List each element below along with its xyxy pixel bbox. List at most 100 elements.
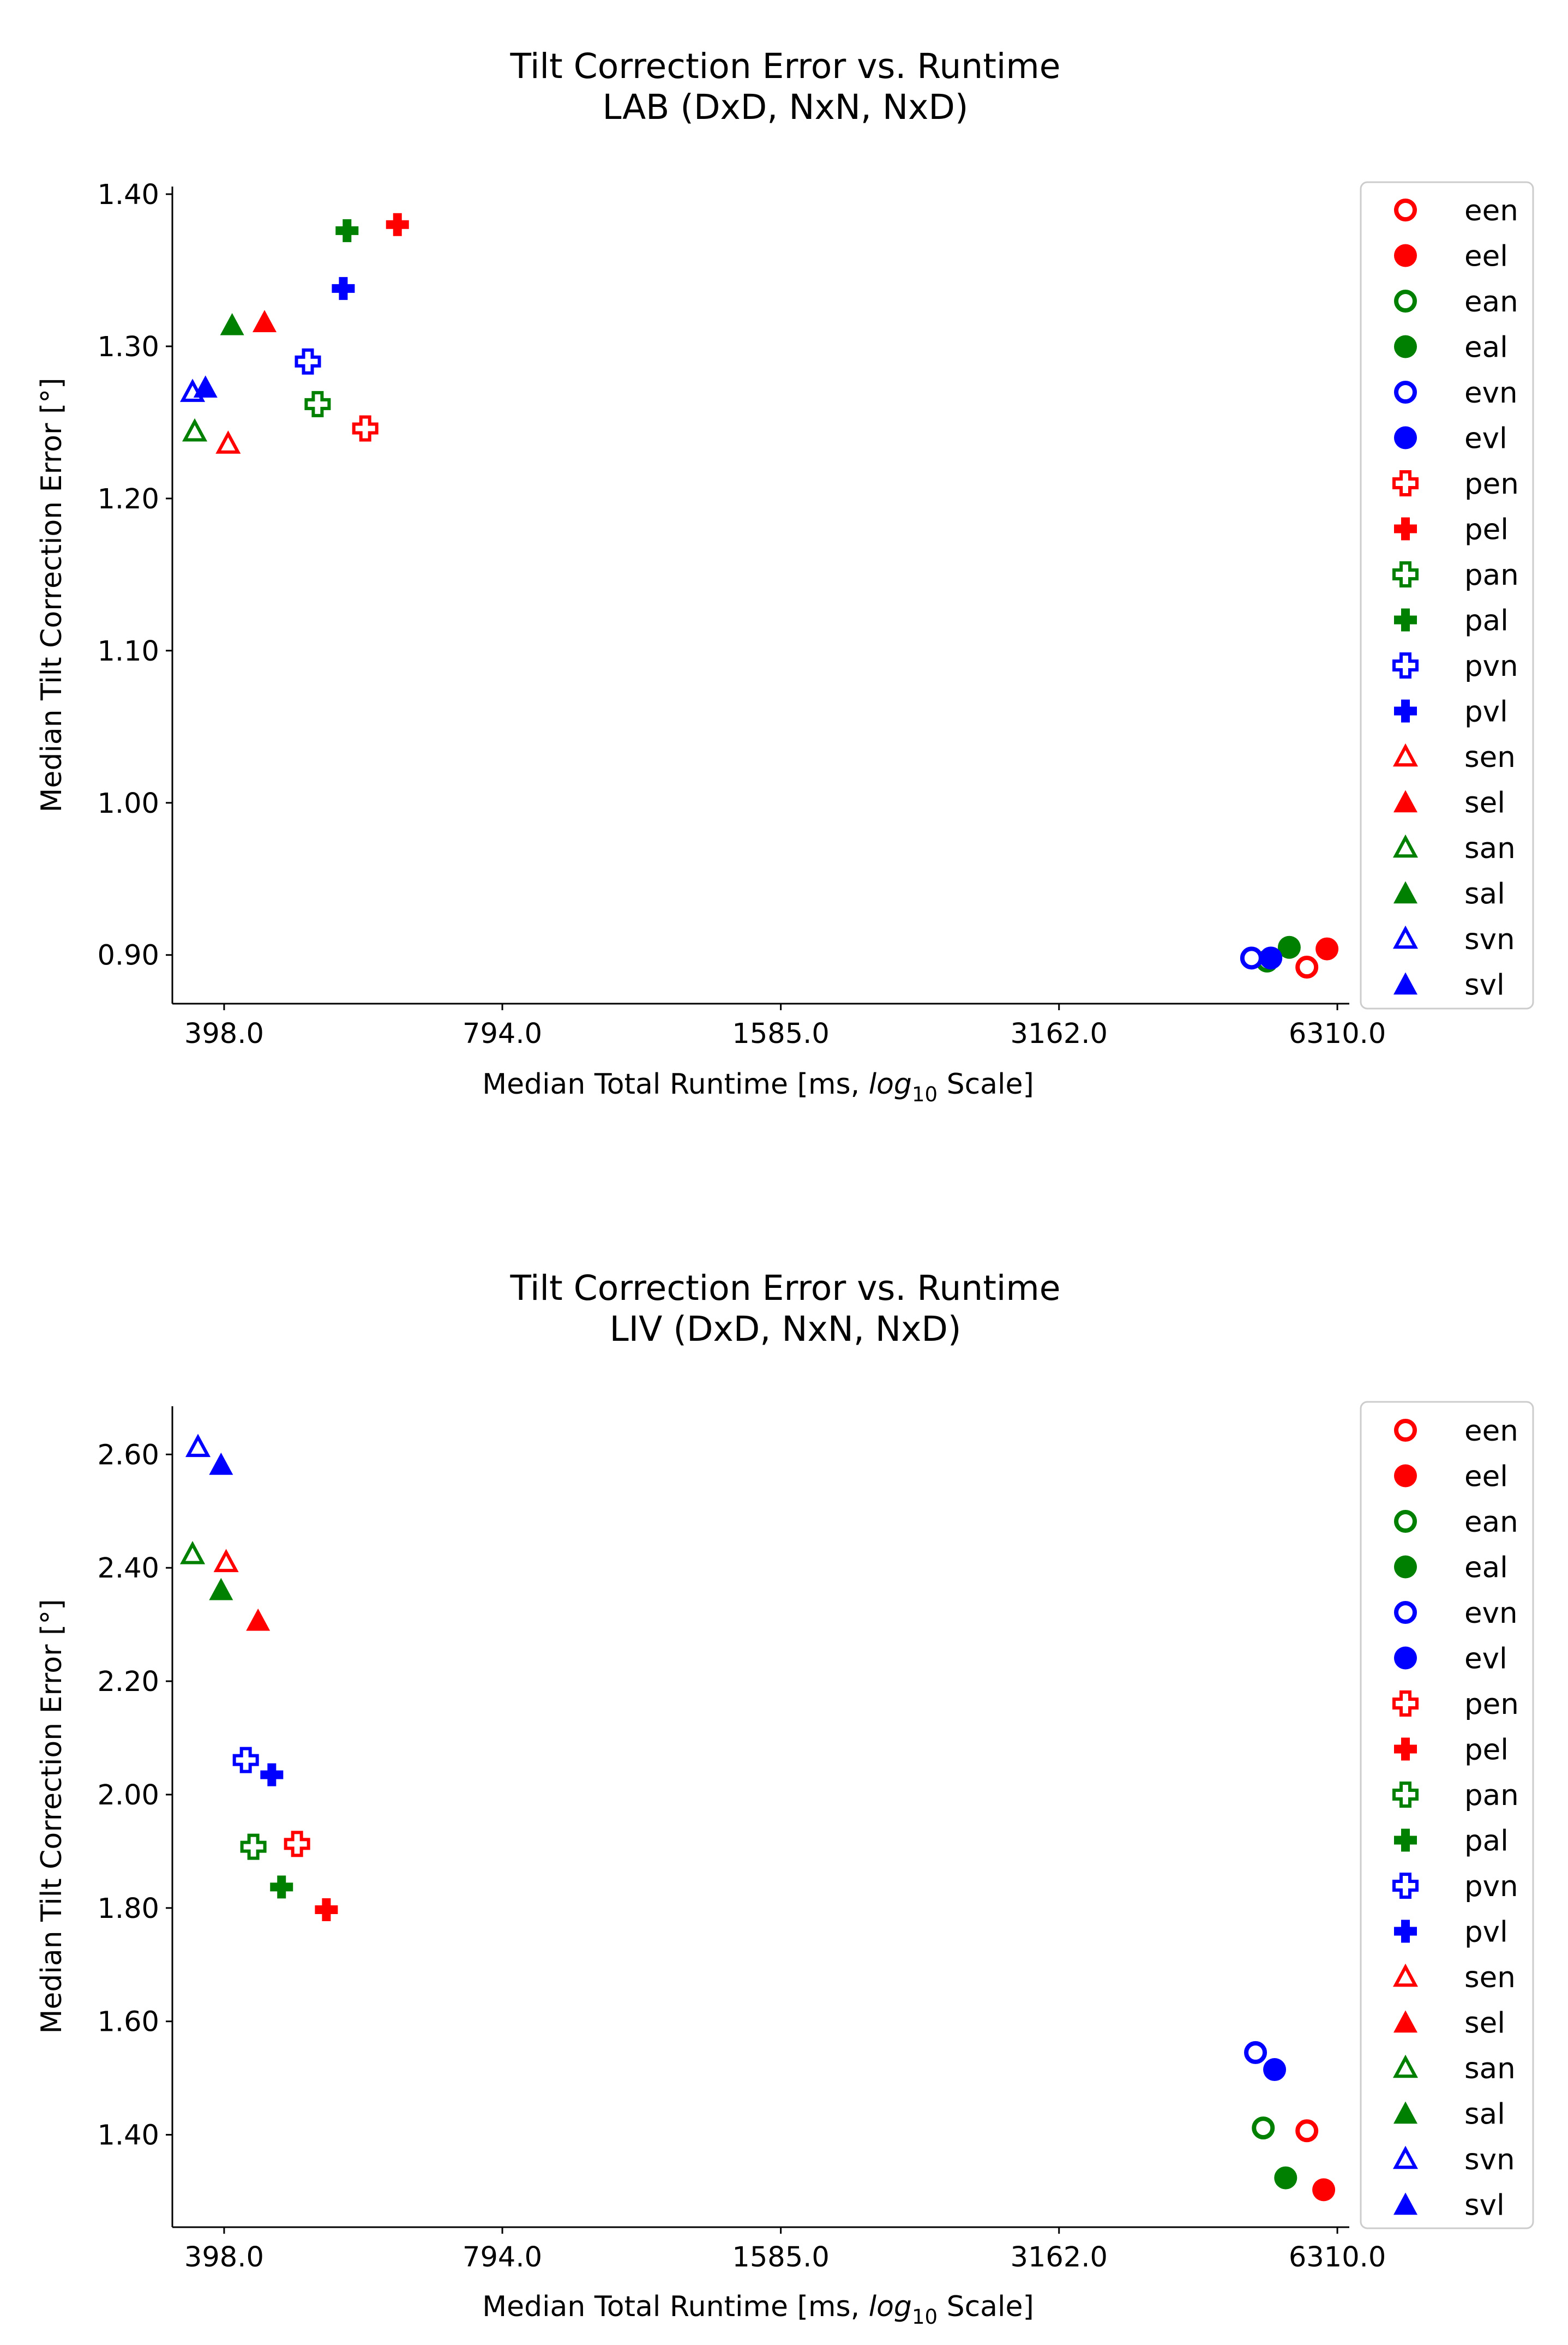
- legend-label: pal: [1464, 1825, 1509, 1858]
- legend-marker-een: [1394, 1419, 1417, 1442]
- y-axis-label: Median Tilt Correction Error [°]: [35, 377, 68, 812]
- legend-item-pvl: pvl: [1394, 695, 1508, 729]
- data-point-pal: [335, 219, 359, 242]
- data-point-pal: [270, 1875, 293, 1899]
- legend-item-evn: evn: [1394, 376, 1518, 410]
- legend-item-eal: eal: [1394, 331, 1508, 364]
- legend-item-pvn: pvn: [1392, 1870, 1518, 1903]
- legend-label: een: [1464, 1414, 1518, 1448]
- legend-label: pal: [1464, 604, 1509, 638]
- legend-label: eel: [1464, 240, 1508, 273]
- y-tick-label: 1.40: [97, 2120, 159, 2152]
- legend-item-evn: evn: [1394, 1597, 1518, 1630]
- legend-label: pel: [1464, 513, 1509, 547]
- data-point-evl: [1259, 946, 1283, 970]
- data-point-eal: [1277, 935, 1301, 959]
- legend-item-pel: pel: [1394, 1734, 1509, 1767]
- data-point-pan: [304, 391, 331, 417]
- legend-label: pel: [1464, 1734, 1509, 1767]
- data-point-evl: [1263, 2058, 1287, 2082]
- data-point-pel: [386, 213, 409, 236]
- data-point-pvn: [232, 1747, 259, 1773]
- data-point-eel: [1312, 2178, 1336, 2202]
- legend-label: sal: [1464, 878, 1505, 911]
- legend-marker-ean: [1394, 1510, 1417, 1533]
- legend-item-sel: sel: [1393, 2007, 1505, 2040]
- legend-label: svl: [1464, 2189, 1505, 2222]
- legend-marker-ean: [1394, 290, 1417, 313]
- y-tick-label: 1.30: [97, 331, 159, 363]
- legend-item-sen: sen: [1392, 1961, 1516, 1994]
- legend-marker-san: [1392, 2054, 1419, 2078]
- legend-marker-sal: [1393, 2101, 1417, 2124]
- legend-item-een: een: [1394, 194, 1518, 227]
- legend-marker-pen: [1392, 470, 1419, 496]
- data-point-sen: [215, 430, 241, 454]
- legend-item-evl: evl: [1394, 1642, 1507, 1676]
- data-point-sal: [209, 1578, 233, 1600]
- legend-marker-een: [1394, 199, 1417, 221]
- legend-label: evn: [1464, 376, 1518, 410]
- y-tick-label: 2.40: [97, 1552, 159, 1585]
- data-point-evn: [1240, 946, 1263, 970]
- legend-label: ean: [1464, 285, 1518, 319]
- x-tick-label: 398.0: [184, 2241, 264, 2274]
- legend-item-pen: pen: [1392, 467, 1519, 501]
- legend-item-san: san: [1392, 832, 1516, 865]
- legend-item-ean: ean: [1394, 285, 1518, 319]
- legend-marker-pvn: [1392, 1873, 1419, 1899]
- legend-label: svl: [1464, 969, 1505, 1002]
- x-tick-label: 3162.0: [1011, 1018, 1108, 1050]
- x-tick-label: 3162.0: [1011, 2241, 1108, 2274]
- legend-label: pan: [1464, 1779, 1519, 1812]
- legend-marker-svn: [1392, 2145, 1419, 2169]
- legend-label: sal: [1464, 2098, 1505, 2131]
- y-axis-label: Median Tilt Correction Error [°]: [35, 1599, 68, 2034]
- y-tick-label: 1.80: [97, 1893, 159, 1925]
- legend-marker-pen: [1392, 1690, 1419, 1717]
- legend: een eel ean eal evn evl pen pel pan pal pvn pvl sen s…: [1392, 1414, 1519, 2222]
- x-axis-label: Median Total Runtime [ms, log10 Scale]: [482, 1068, 1034, 1106]
- legend-label: eal: [1464, 1551, 1508, 1585]
- data-point-pel: [315, 1898, 338, 1921]
- legend-item-svl: svl: [1393, 969, 1505, 1002]
- legend-label: pan: [1464, 559, 1519, 592]
- legend-item-san: san: [1392, 2052, 1516, 2085]
- legend-marker-svl: [1393, 972, 1417, 995]
- y-tick-label: 2.60: [97, 1439, 159, 1471]
- data-point-svn: [185, 1434, 211, 1458]
- chart-liv: Tilt Correction Error vs. Runtime LIV (D…: [35, 1268, 1534, 2329]
- data-point-sen: [213, 1549, 239, 1573]
- legend-item-pel: pel: [1394, 513, 1509, 547]
- legend-label: san: [1464, 2052, 1516, 2085]
- legend-marker-sen: [1392, 1963, 1419, 1987]
- x-ticks: 398.0 794.0 1585.0 3162.0 6310.0: [184, 1004, 1386, 1050]
- y-ticks: 1.40 1.60 1.80 2.00 2.20 2.40 2.60: [97, 1439, 172, 2152]
- data-point-een: [1295, 956, 1319, 979]
- data-point-pvn: [295, 348, 321, 375]
- legend-label: sel: [1464, 2007, 1505, 2040]
- legend-label: pvl: [1464, 1916, 1508, 1949]
- data-point-sal: [220, 313, 244, 335]
- legend-item-sel: sel: [1393, 787, 1505, 820]
- legend-item-ean: ean: [1394, 1506, 1518, 1539]
- y-tick-label: 1.10: [97, 635, 159, 668]
- legend-marker-eal: [1394, 335, 1417, 358]
- data-point-pen: [284, 1831, 310, 1857]
- legend-marker-evl: [1394, 1646, 1417, 1670]
- y-tick-label: 2.00: [97, 1779, 159, 1812]
- chart-title-line1: Tilt Correction Error vs. Runtime: [509, 46, 1060, 86]
- legend-label: eal: [1464, 331, 1508, 364]
- y-ticks: 0.90 1.00 1.10 1.20 1.30 1.40: [97, 179, 172, 972]
- legend-marker-san: [1392, 834, 1419, 858]
- legend-marker-pel: [1394, 1737, 1417, 1761]
- chart-title-line1: Tilt Correction Error vs. Runtime: [509, 1268, 1060, 1308]
- legend-item-pal: pal: [1394, 1825, 1509, 1858]
- data-point-san: [180, 1540, 206, 1564]
- legend-marker-evn: [1394, 1601, 1417, 1624]
- legend-label: sel: [1464, 787, 1505, 820]
- legend-marker-pvl: [1394, 1920, 1417, 1943]
- legend-marker-eel: [1394, 244, 1417, 267]
- legend-item-pan: pan: [1392, 559, 1519, 592]
- legend-marker-pan: [1392, 1782, 1419, 1808]
